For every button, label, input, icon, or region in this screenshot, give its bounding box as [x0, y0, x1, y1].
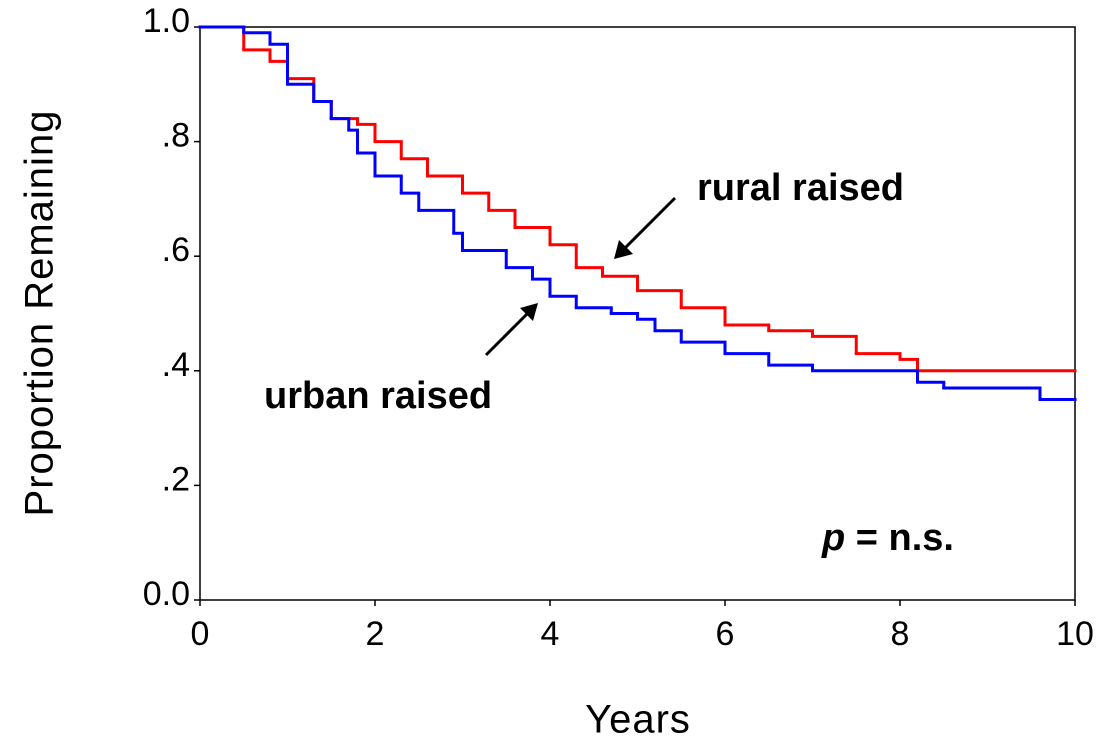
x-tick-label: 4 [541, 615, 560, 653]
y-tick-label: 1.0 [143, 2, 190, 40]
y-tick-label: .8 [162, 117, 190, 155]
x-tick-label: 8 [891, 615, 910, 653]
y-tick-label: .2 [162, 460, 190, 498]
x-tick-label: 2 [366, 615, 385, 653]
y-tick-label: 0.0 [143, 575, 190, 613]
annotation: rural raised [697, 167, 904, 209]
arrow-shaft [484, 311, 530, 357]
p-text: = n.s. [856, 517, 954, 559]
x-axis-title: Years [585, 698, 691, 742]
arrow-head [614, 240, 633, 259]
plot-frame [199, 26, 1076, 601]
x-tick-label: 0 [191, 615, 210, 653]
y-tick-label: .6 [162, 231, 190, 269]
annotation: urban raised [264, 375, 492, 417]
p-value: p = n.s. [821, 517, 954, 559]
y-axis-title: Proportion Remaining [18, 110, 62, 517]
arrow-head [520, 303, 538, 321]
y-tick-label: .4 [162, 346, 190, 384]
p-symbol: p [821, 517, 845, 559]
arrow [484, 196, 677, 357]
x-tick-label: 6 [716, 615, 735, 653]
x-tick-label: 10 [1056, 615, 1094, 653]
arrow-shaft [623, 196, 677, 250]
